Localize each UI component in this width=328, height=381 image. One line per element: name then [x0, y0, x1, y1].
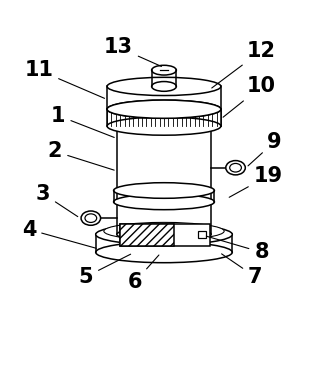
Text: 11: 11 [24, 60, 105, 98]
Text: 12: 12 [212, 41, 276, 88]
Ellipse shape [96, 242, 232, 263]
Ellipse shape [107, 100, 221, 118]
Text: 1: 1 [51, 106, 114, 138]
Text: 3: 3 [36, 184, 78, 217]
Text: 8: 8 [206, 236, 269, 262]
Bar [120, 224, 174, 246]
Text: 19: 19 [229, 166, 283, 197]
Text: 6: 6 [128, 255, 159, 292]
Ellipse shape [107, 100, 221, 118]
Text: 13: 13 [104, 37, 161, 66]
Text: 2: 2 [48, 141, 114, 170]
Ellipse shape [81, 211, 101, 225]
Ellipse shape [96, 224, 232, 245]
Ellipse shape [152, 82, 176, 91]
Text: 7: 7 [222, 254, 262, 287]
Ellipse shape [107, 77, 221, 96]
Bar [198, 231, 206, 238]
Ellipse shape [230, 163, 241, 172]
Text: 10: 10 [223, 77, 276, 117]
Ellipse shape [226, 160, 245, 175]
Ellipse shape [113, 183, 215, 198]
Ellipse shape [117, 227, 211, 242]
Ellipse shape [107, 117, 221, 135]
Text: 9: 9 [248, 132, 282, 166]
Ellipse shape [113, 194, 215, 210]
Ellipse shape [85, 214, 97, 223]
Ellipse shape [152, 65, 176, 75]
Ellipse shape [104, 223, 224, 240]
Bar [120, 224, 210, 246]
Text: 4: 4 [22, 219, 96, 248]
Text: 5: 5 [79, 254, 131, 287]
